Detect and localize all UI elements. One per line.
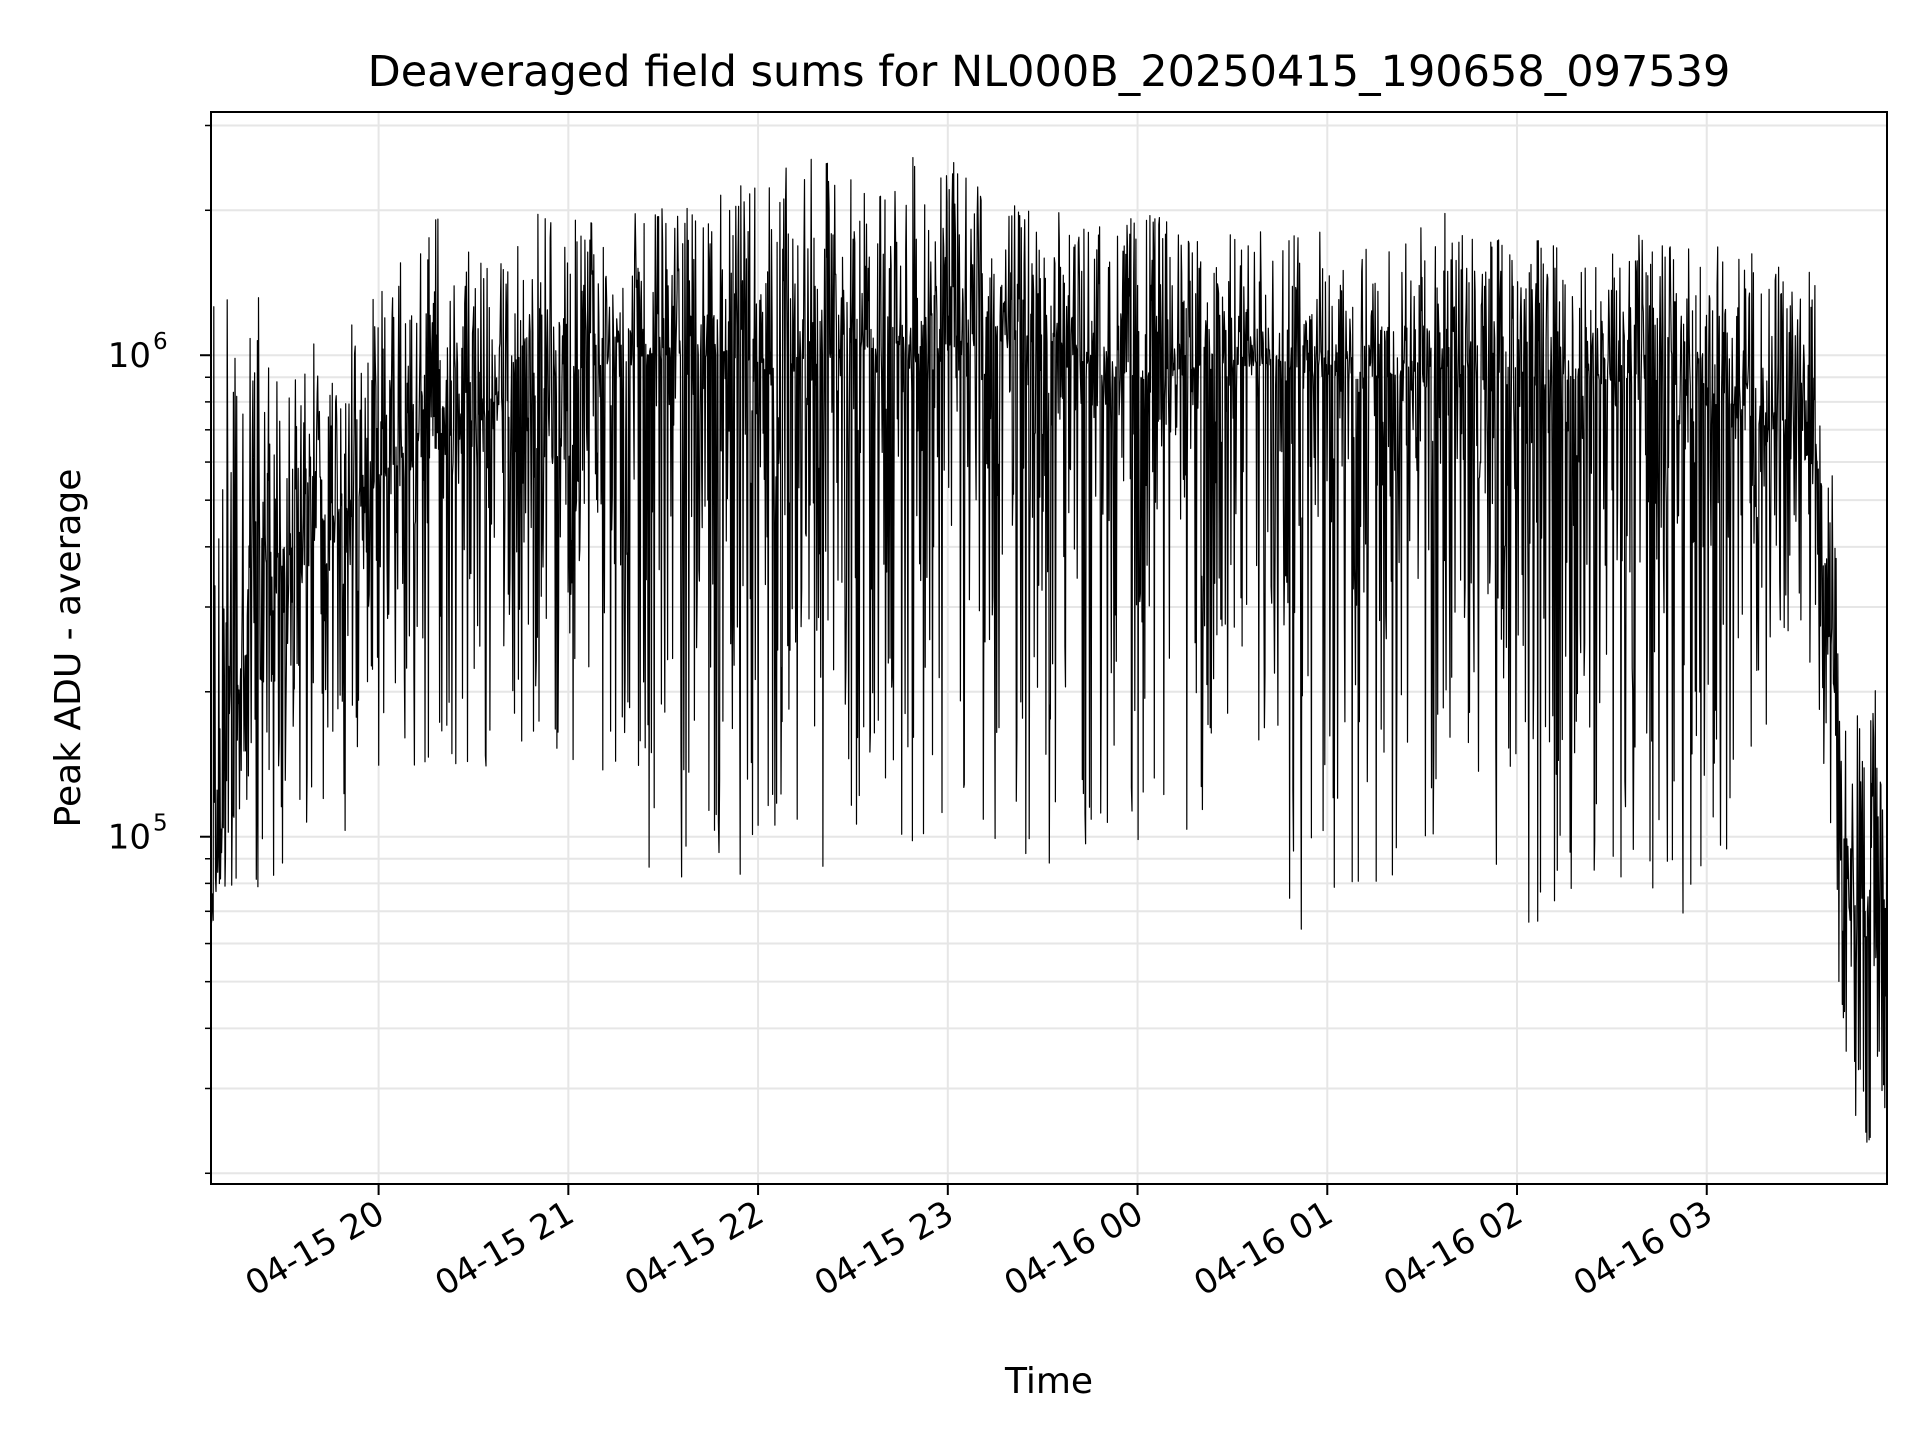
series-layer — [210, 157, 1888, 1143]
x-tick-label: 04-15 20 — [239, 1193, 391, 1304]
y-tick-label-exponent: 6 — [153, 329, 168, 355]
x-axis-label: Time — [1004, 1361, 1093, 1402]
chart-title: Deaveraged field sums for NL000B_2025041… — [368, 47, 1731, 97]
y-tick-label-exponent: 5 — [153, 811, 168, 837]
y-tick-label-base: 10 — [108, 818, 151, 858]
x-tick-label: 04-16 03 — [1567, 1193, 1719, 1304]
plot-frame — [210, 111, 1888, 1185]
x-tick-label: 04-15 22 — [618, 1193, 770, 1304]
x-tick-label: 04-16 00 — [998, 1193, 1150, 1304]
x-tick-label: 04-15 21 — [428, 1193, 580, 1304]
y-axis-label: Peak ADU - average — [48, 469, 89, 828]
x-tick-label: 04-15 23 — [808, 1193, 960, 1304]
x-tick-label: 04-16 02 — [1377, 1193, 1529, 1304]
x-axis-ticks: 04-15 20 04-15 21 04-15 22 04-15 23 04-16 00… — [239, 1184, 1719, 1304]
y-tick-label-base: 10 — [108, 336, 151, 376]
x-tick-label: 04-16 01 — [1187, 1193, 1339, 1304]
series-line — [210, 157, 1888, 1143]
